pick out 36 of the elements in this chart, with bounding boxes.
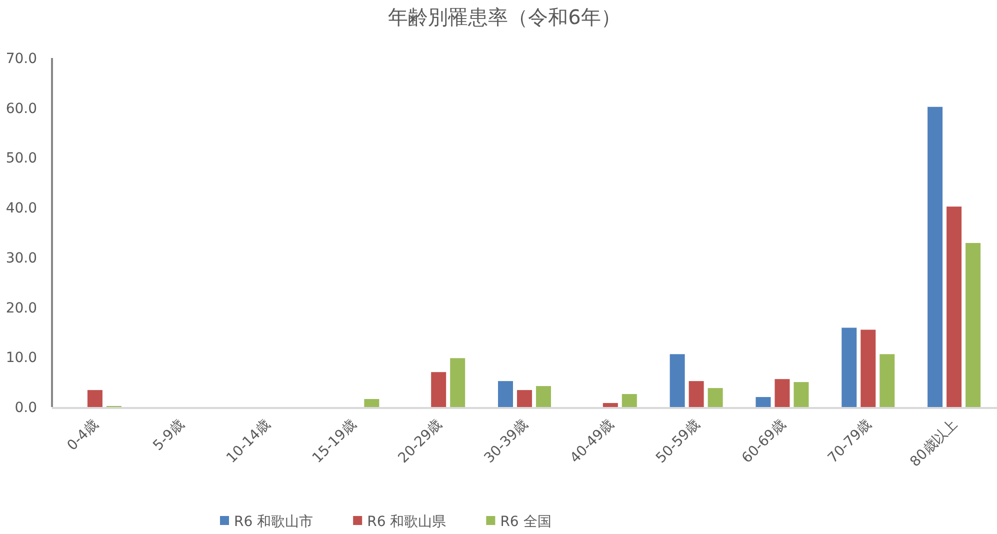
x-tick-label: 80歳以上 [907,416,961,470]
bar [364,399,380,407]
bar [842,328,857,407]
bar [517,390,532,407]
bar [946,206,962,407]
y-tick-label: 40.0 [6,200,37,217]
bar [536,386,551,407]
bar [756,397,771,407]
bar [880,354,895,407]
y-tick-label: 0.0 [14,400,37,416]
bar [966,242,981,407]
y-tick-label: 60.0 [6,100,37,117]
y-tick-label: 30.0 [6,250,37,266]
y-tick-label: 50.0 [6,150,37,167]
bar [622,394,637,407]
y-tick-label: 20.0 [6,300,37,316]
bar [87,390,102,407]
bar [774,379,790,407]
bar [860,330,876,407]
legend-label: R6 和歌山県 [367,514,446,530]
bar [928,106,943,407]
y-tick-label: 70.0 [6,51,37,67]
x-tick-label: 5-9歳 [150,416,188,454]
bar [450,358,466,407]
bar [794,382,809,407]
bar [602,403,618,407]
bar [431,372,446,407]
legend-label: R6 和歌山市 [234,514,314,530]
x-tick-label: 0-4歳 [64,416,102,454]
chart-title: 年齢別罹患率（令和6年） [388,5,621,29]
bar [670,354,685,407]
bar [688,381,704,407]
y-tick-label: 10.0 [6,350,37,366]
bar [498,381,513,407]
bar [708,388,723,407]
legend-label: R6 全国 [500,514,552,530]
